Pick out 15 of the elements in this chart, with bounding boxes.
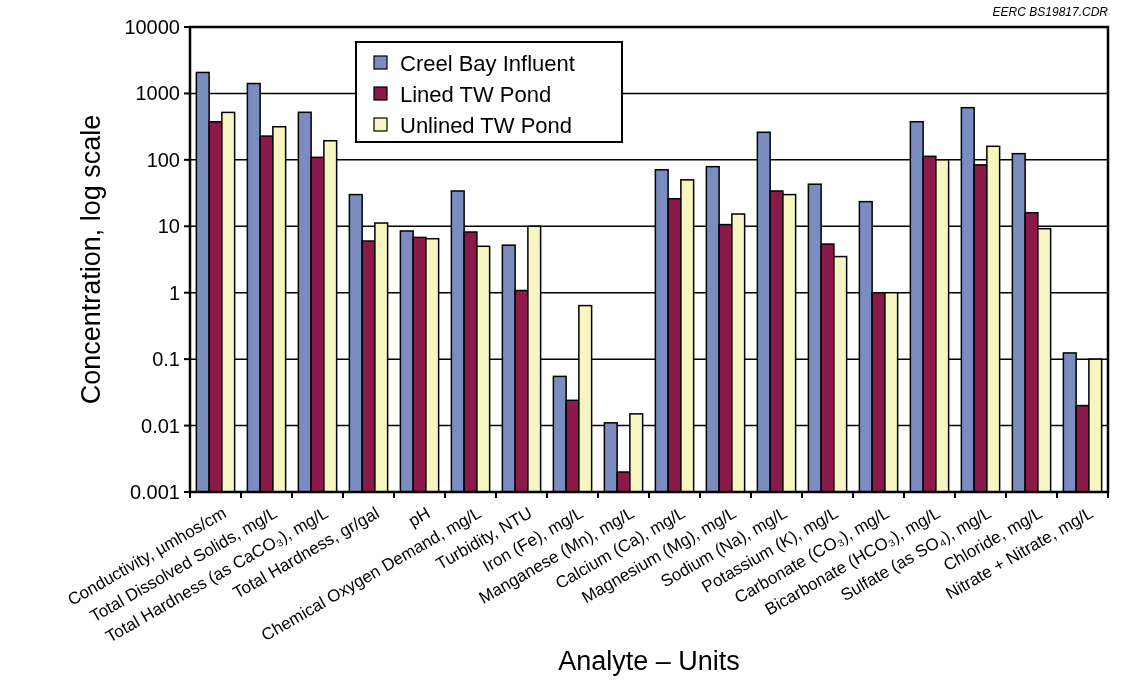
text: EERC BS19817.CDR [992, 5, 1109, 19]
x-tick-label: pH [405, 503, 434, 531]
y-tick-label: 0.001 [129, 481, 180, 503]
y-tick-label: 10000 [124, 16, 180, 38]
y-tick-label: 1 [168, 281, 180, 304]
y-tick-label: 10 [157, 215, 180, 238]
y-tick-label: 100 [146, 148, 180, 171]
y-axis-title: Concentration, log scale [76, 114, 106, 405]
x-axis-title: Analyte – Units [558, 646, 740, 676]
legend-label: Lined TW Pond [400, 81, 552, 107]
legend-label: Unlined TW Pond [400, 112, 573, 138]
y-tick-label: 0.01 [141, 414, 180, 437]
legend-label: Creel Bay Influent [400, 50, 575, 76]
y-tick-label: 1000 [135, 82, 180, 105]
y-tick-label: 0.1 [152, 348, 180, 371]
